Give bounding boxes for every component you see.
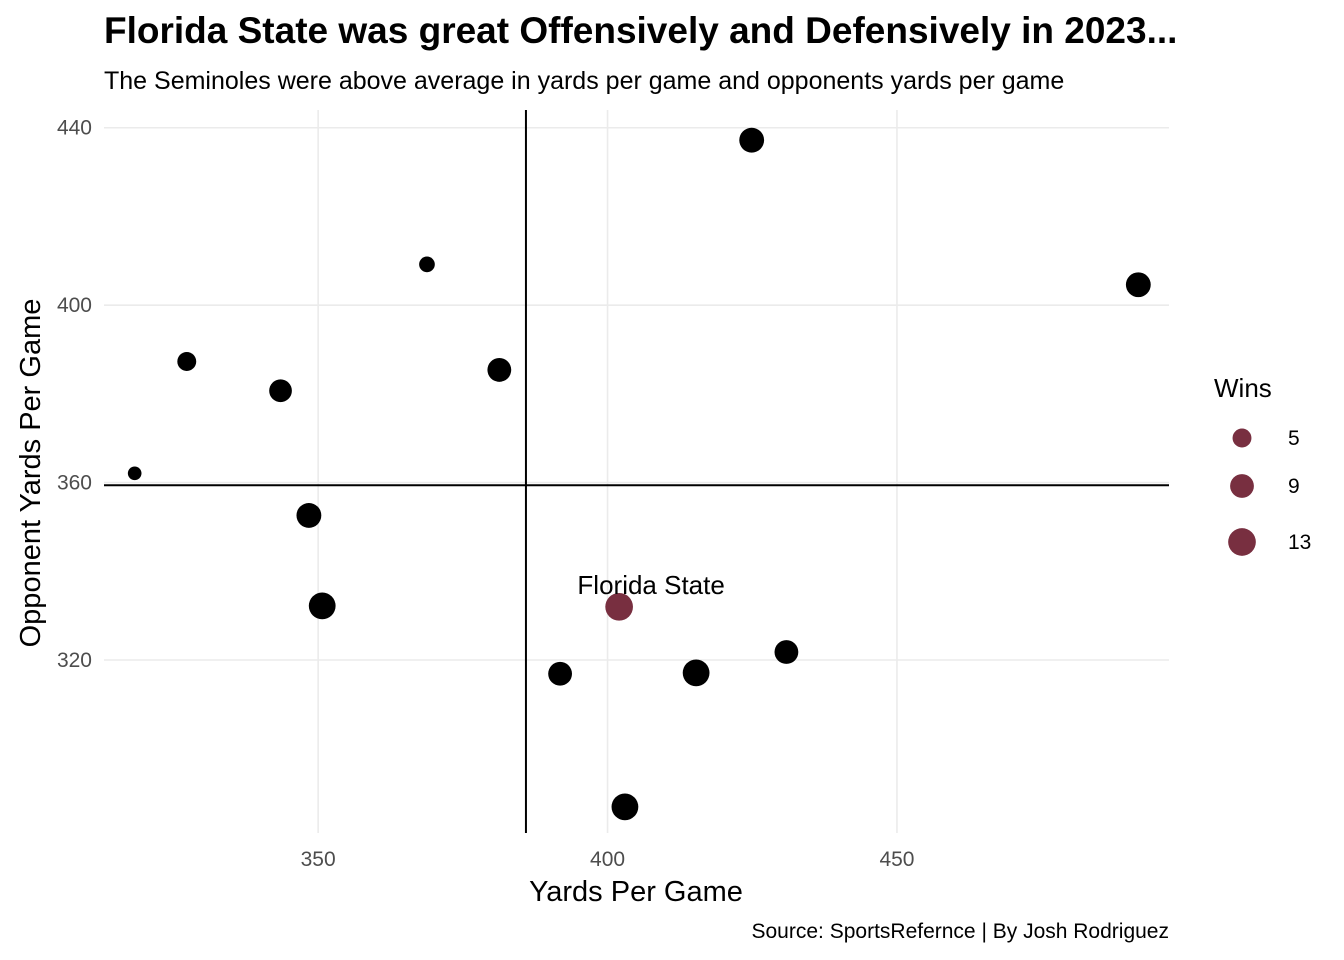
grid-lines (104, 110, 1169, 833)
y-tick-label: 440 (57, 117, 92, 140)
data-point (177, 352, 197, 371)
data-point (682, 659, 710, 687)
data-point (127, 466, 142, 481)
data-point (308, 592, 336, 620)
highlight-point-label: Florida State (577, 570, 724, 600)
legend-key-circle (1228, 528, 1256, 556)
x-tick-label: 450 (879, 848, 914, 871)
x-axis-label: Yards Per Game (529, 876, 743, 908)
data-point (548, 661, 572, 686)
chart-subtitle: The Seminoles were above average in yard… (104, 67, 1065, 95)
legend-key-circle (1232, 428, 1252, 448)
x-tick-label: 400 (590, 848, 625, 871)
legend-key-label: 13 (1288, 531, 1311, 554)
x-axis-ticks: 350 400 450 (301, 848, 915, 871)
legend-key-label: 5 (1288, 427, 1300, 450)
reference-lines (104, 110, 1169, 833)
chart-caption: Source: SportsRefernce | By Josh Rodrigu… (751, 920, 1170, 943)
y-axis-label: Opponent Yards Per Game (15, 299, 47, 648)
y-tick-label: 320 (57, 649, 92, 672)
size-legend: Wins 5 9 13 (1214, 373, 1311, 556)
data-point (296, 502, 322, 528)
legend-key-circle (1230, 474, 1254, 498)
y-tick-label: 360 (57, 472, 92, 495)
y-tick-label: 400 (57, 294, 92, 317)
highlight-point (605, 592, 633, 621)
data-point (774, 640, 799, 664)
data-point (1125, 272, 1151, 298)
legend-key-label: 9 (1288, 475, 1300, 498)
data-point (269, 379, 292, 403)
y-axis-ticks: 320 360 400 440 (57, 117, 92, 672)
data-point (611, 793, 639, 821)
data-points: Florida State (127, 127, 1151, 821)
legend-title: Wins (1214, 373, 1272, 403)
chart-title: Florida State was great Offensively and … (104, 10, 1178, 51)
data-point (419, 256, 435, 273)
data-point (739, 127, 765, 153)
x-tick-label: 350 (301, 848, 336, 871)
data-point (487, 358, 512, 382)
